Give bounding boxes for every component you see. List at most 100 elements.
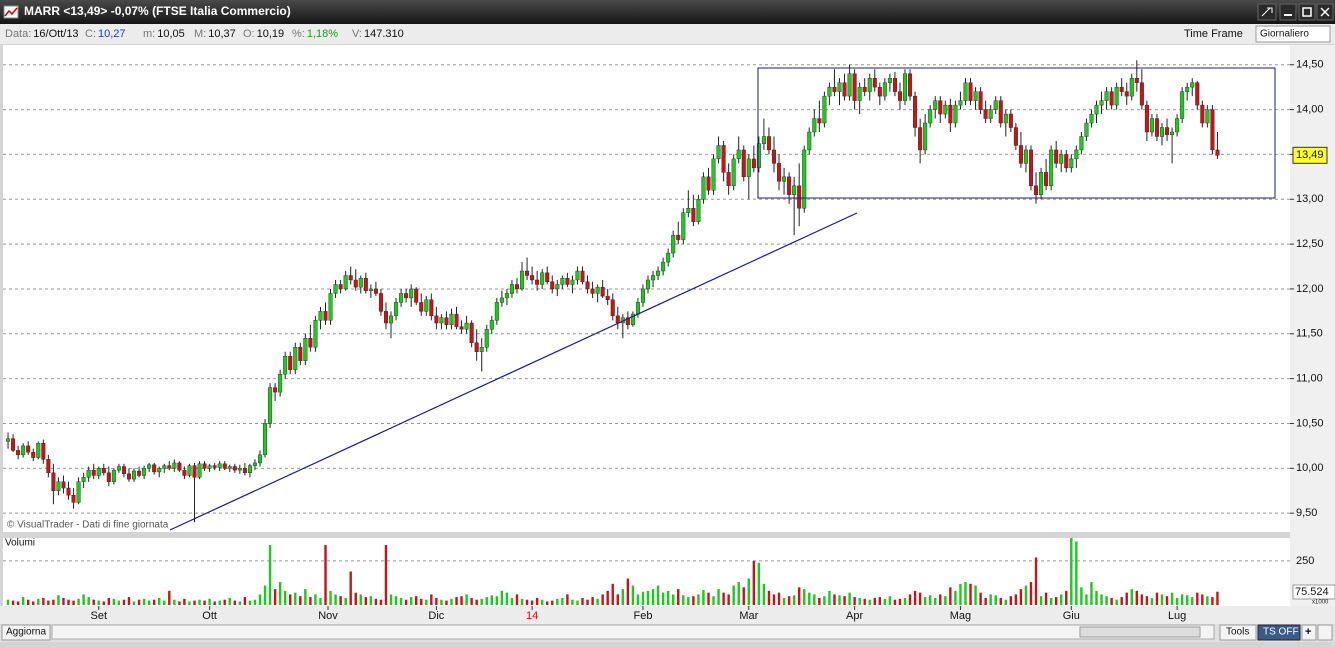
volume-bar [1130,589,1133,605]
candle-body [242,468,247,474]
candle-body [1185,86,1190,92]
volume-bar [581,597,584,605]
candle-body [26,445,31,453]
candle-body [489,320,494,330]
candle-body [590,288,595,294]
candle-body [509,284,514,294]
volume-title: Volumi [5,538,35,549]
time-frame-value[interactable]: Giornaliero [1260,29,1309,40]
x-tick-label: Set [90,610,107,622]
volume-bar [596,598,599,605]
volume-bar [732,585,735,605]
info-value: 147.310 [364,28,404,40]
add-label[interactable]: + [1305,626,1311,638]
candle-body [383,311,388,324]
volume-bar [369,596,373,605]
ts-button[interactable] [1257,624,1301,641]
candle-body [847,73,852,97]
window-title: MARR <13,49> -0,07% (FTSE Italia Commerc… [24,4,291,18]
refresh-button[interactable] [1,624,51,641]
volume-bar [399,597,403,605]
maximize-button[interactable] [1298,3,1316,21]
volume-bar [974,585,977,605]
volume-bar [435,597,438,605]
candle-body [399,293,404,303]
candle-body [409,288,414,299]
volume-bar [6,599,10,605]
candle-body [897,91,902,101]
volume-bar [47,600,50,605]
volume-bar [253,599,257,605]
candle-body [923,122,928,151]
volume-bar [465,594,468,605]
candle-body [207,465,212,469]
candle-body [449,313,454,326]
tools-button[interactable] [1219,624,1257,641]
minimize-button[interactable] [1279,3,1297,21]
refresh-label[interactable]: Aggiorna [6,627,46,638]
volume-bar [1110,597,1113,605]
volume-bar [913,590,917,605]
ts-label[interactable]: TS OFF [1263,627,1299,638]
info-label: M: [194,28,206,40]
candle-body [918,127,923,151]
scroll-thumb[interactable] [1079,626,1201,638]
candle-body [333,284,338,294]
candle-body [121,466,126,474]
volume-tick-label: 250 [1296,555,1314,567]
volume-bar [1115,599,1118,605]
y-tick-label: 14,00 [1296,103,1324,115]
volume-bar [490,595,493,605]
volume-bar [727,594,730,605]
candle-body [56,481,61,491]
volume-bar [52,599,55,605]
volume-bar [364,597,368,605]
info-value: 16/Ott/13 [33,28,78,40]
tools-label[interactable]: Tools [1226,627,1249,638]
candle-body [716,145,721,160]
volume-bar [21,597,25,605]
candle-body [625,317,630,326]
candle-body [187,465,192,476]
candle-body [1084,122,1089,137]
volume-bar [183,598,186,605]
window-buttons[interactable] [1257,3,1334,21]
candle-body [983,109,988,119]
y-tick-label: 11,00 [1296,373,1323,385]
volume-bar [979,592,982,605]
volume-bar [11,600,15,605]
candle-body [343,275,348,290]
candle-body [872,77,877,88]
volume-bar [142,598,146,605]
candle-body [771,149,776,164]
volume-bar [1216,591,1219,605]
tool-button[interactable] [1257,3,1277,21]
add-button[interactable] [1301,624,1317,641]
candle-body [424,299,429,312]
volume-bar [1070,538,1073,605]
candle-body [731,158,736,187]
candle-body [822,95,827,124]
volume-bar [248,600,252,605]
candle-body [308,338,313,348]
volume-bar [929,595,932,605]
candle-body [514,284,519,290]
candle-body [782,176,787,182]
candle-body [177,462,182,471]
volume-bar [289,594,292,605]
time-frame-select[interactable] [1255,25,1331,43]
candle-body [192,465,197,478]
candle-body [726,172,731,187]
close-icon [1320,7,1330,17]
volume-bar [737,582,740,605]
volume-bar [283,590,287,605]
volume-bar [37,598,40,605]
volume-bar [515,594,519,605]
volume-bar [747,578,750,605]
scrollbar[interactable] [51,624,1215,640]
volume-bar [480,598,483,605]
candle-body [1054,149,1059,164]
volume-bar [510,597,514,605]
candle-body [681,212,686,240]
menu-button[interactable] [1317,624,1333,641]
